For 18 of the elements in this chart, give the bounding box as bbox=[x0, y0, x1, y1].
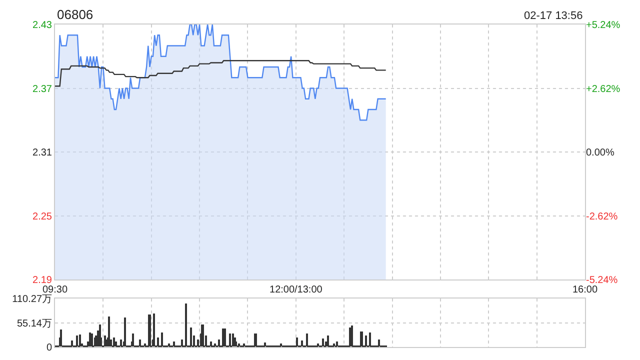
y2-tick-label: +2.62% bbox=[586, 84, 620, 95]
y2-tick-label: 0.00% bbox=[586, 148, 614, 159]
y2-tick-label: -2.62% bbox=[586, 211, 618, 222]
y-tick-label: 55.14万 bbox=[16, 318, 52, 330]
text: 02-17 13:56 bbox=[524, 10, 583, 22]
y-tick-label: 0 bbox=[46, 342, 52, 354]
y-tick-label: 2.37 bbox=[32, 84, 52, 95]
x-tick-label: 09:30 bbox=[42, 284, 68, 296]
y2-tick-label: +5.24% bbox=[586, 20, 620, 31]
y-tick-label: 2.31 bbox=[32, 148, 52, 159]
chart-title: 06806 bbox=[57, 7, 94, 22]
y-tick-label: 2.43 bbox=[32, 20, 52, 31]
x-tick-label: 16:00 bbox=[572, 284, 598, 296]
y-tick-label: 2.25 bbox=[32, 211, 52, 222]
x-tick-label: 12:00/13:00 bbox=[269, 284, 323, 296]
y2-tick-label: -5.24% bbox=[586, 275, 618, 286]
y-tick-label: 2.19 bbox=[32, 275, 52, 286]
y-tick-label: 110.27万 bbox=[12, 294, 52, 306]
